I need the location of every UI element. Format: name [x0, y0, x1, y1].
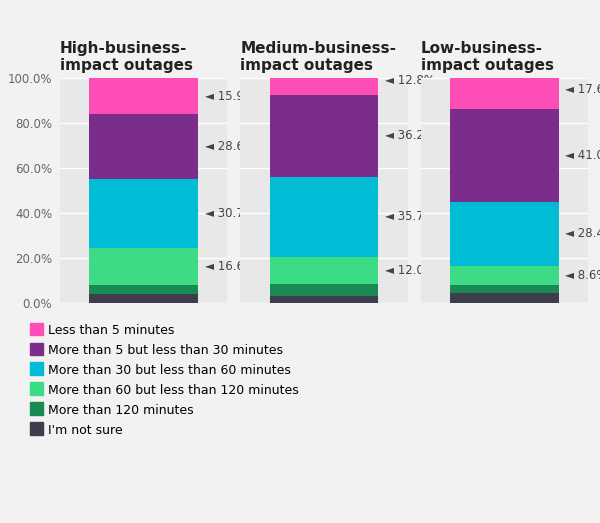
Bar — [269, 66, 379, 95]
Text: ◄ 35.7%: ◄ 35.7% — [385, 210, 435, 223]
Bar — [450, 293, 559, 303]
Bar — [89, 178, 198, 247]
Bar — [89, 294, 198, 303]
Bar — [269, 296, 379, 303]
Text: ◄ 36.2%: ◄ 36.2% — [385, 129, 435, 142]
Text: ◄ 8.6%: ◄ 8.6% — [565, 269, 600, 282]
Bar — [269, 176, 379, 257]
Text: ◄ 30.7%: ◄ 30.7% — [205, 207, 254, 220]
Legend: Less than 5 minutes, More than 5 but less than 30 minutes, More than 30 but less: Less than 5 minutes, More than 5 but les… — [30, 324, 298, 437]
Bar — [450, 202, 559, 266]
Bar — [89, 78, 198, 114]
Bar — [269, 257, 379, 284]
Text: Medium-business-
impact outages: Medium-business- impact outages — [241, 41, 397, 73]
Text: ◄ 28.4%: ◄ 28.4% — [565, 227, 600, 240]
Bar — [269, 284, 379, 296]
Text: ◄ 12.8%: ◄ 12.8% — [385, 74, 435, 87]
Bar — [450, 285, 559, 293]
Text: ◄ 28.6%: ◄ 28.6% — [205, 140, 254, 153]
Bar — [450, 70, 559, 109]
Text: ◄ 41.0%: ◄ 41.0% — [565, 149, 600, 162]
Text: ◄ 15.9%: ◄ 15.9% — [205, 90, 254, 103]
Text: ◄ 16.6%: ◄ 16.6% — [205, 260, 254, 272]
Text: Low-business-
impact outages: Low-business- impact outages — [421, 41, 554, 73]
Bar — [269, 95, 379, 176]
Text: ◄ 12.0%: ◄ 12.0% — [385, 264, 435, 277]
Text: ◄ 17.6%: ◄ 17.6% — [565, 83, 600, 96]
Bar — [89, 114, 198, 178]
Bar — [450, 266, 559, 285]
Bar — [450, 109, 559, 202]
Bar — [89, 247, 198, 285]
Text: High-business-
impact outages: High-business- impact outages — [60, 41, 193, 73]
Bar — [89, 285, 198, 294]
